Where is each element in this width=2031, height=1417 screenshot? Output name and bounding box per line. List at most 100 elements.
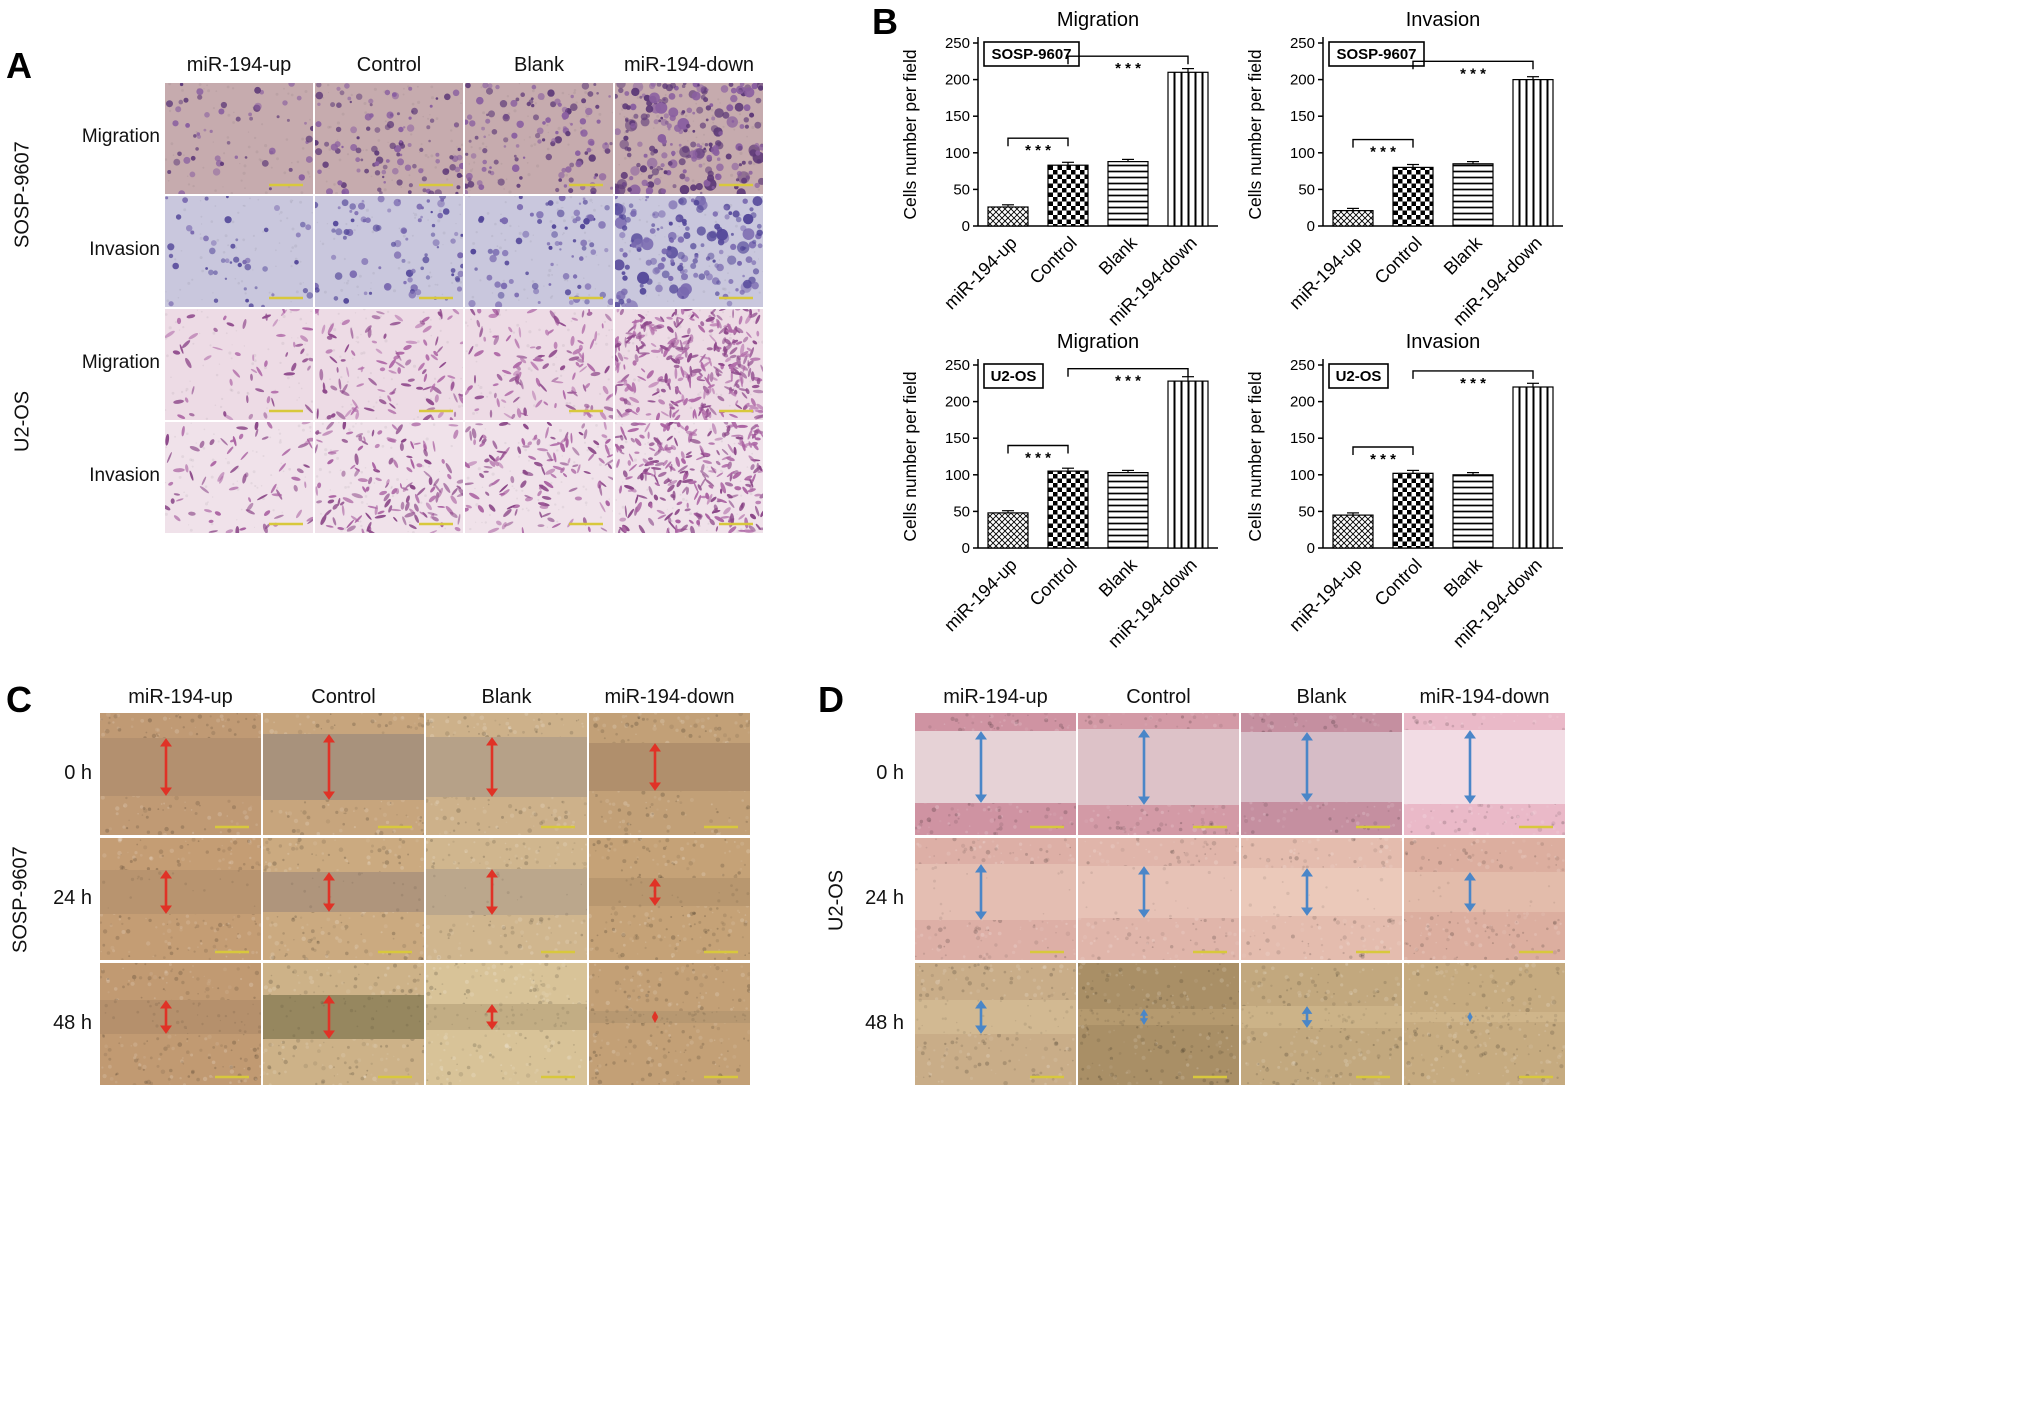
wound-scratch-band xyxy=(1241,868,1402,916)
micrograph-sosp-9607-migration-blank xyxy=(465,83,613,194)
bar-mir-194-down xyxy=(1167,71,1209,227)
bar-mir-194-up xyxy=(987,206,1029,227)
wound-scratch-band xyxy=(915,1000,1076,1034)
significance-stars: * * * xyxy=(1025,142,1051,159)
y-axis-label: Cells number per field xyxy=(1245,49,1265,219)
chart-title: Invasion xyxy=(1406,331,1481,353)
x-tick-label: Blank xyxy=(1095,232,1142,279)
bar-blank xyxy=(1452,163,1494,227)
wound-scratch-band xyxy=(915,864,1076,920)
x-tick-label: miR-194-up xyxy=(1285,233,1366,314)
y-tick-label: 50 xyxy=(1298,503,1315,520)
micrograph-image xyxy=(465,196,613,307)
cell-texture xyxy=(589,963,750,1085)
cell-texture xyxy=(915,713,1076,835)
wound-sosp-9607-48h-mir-194-down xyxy=(589,963,750,1085)
y-tick-label: 250 xyxy=(1290,35,1315,52)
wound-image xyxy=(1241,713,1402,835)
wound-gap-arrow xyxy=(651,1010,659,1024)
significance-bracket xyxy=(1007,444,1069,454)
significance-stars: * * * xyxy=(1115,373,1141,390)
wound-sosp-9607-0h-control xyxy=(263,713,424,835)
chart-svg: Invasion Cells number per field 0 50 100 150 2… xyxy=(1245,9,1563,326)
cell-texture xyxy=(426,963,587,1085)
y-axis-label: Cells number per field xyxy=(900,371,920,541)
bar-blank xyxy=(1452,474,1494,549)
y-axis-label: Cells number per field xyxy=(1245,371,1265,541)
wound-image xyxy=(1404,713,1565,835)
micrograph-image xyxy=(615,83,763,194)
bar-chart-u2-os-invasion: Invasion Cells number per field 0 50 100 150 2… xyxy=(1245,330,1575,648)
panel-c-label: C xyxy=(6,679,32,720)
wound-u2-os-48h-control xyxy=(1078,963,1239,1085)
wound-gap-arrow xyxy=(1464,872,1476,912)
y-tick-label: 50 xyxy=(953,181,970,198)
panel-a-row-label-invasion-1: Invasion xyxy=(89,239,160,260)
wound-gap-arrow xyxy=(1301,732,1313,802)
panel-a-col-header-blank: Blank xyxy=(513,54,565,76)
cell-texture xyxy=(165,309,313,420)
cell-line-box xyxy=(983,41,1080,67)
panel-d-col-header-blank: Blank xyxy=(1296,686,1347,708)
cell-texture xyxy=(100,713,261,835)
cell-texture xyxy=(465,309,613,420)
micrograph-u2-os-invasion-mir-194-down xyxy=(615,422,763,533)
wound-scratch-band xyxy=(263,872,424,912)
wound-u2-os-48h-blank xyxy=(1241,963,1402,1085)
micrograph-sosp-9607-invasion-blank xyxy=(465,196,613,307)
wound-u2-os-0h-control xyxy=(1078,713,1239,835)
chart-svg: Migration Cells number per field 0 50 100 150… xyxy=(900,331,1218,648)
cell-texture xyxy=(426,838,587,960)
wound-scratch-band xyxy=(100,1000,261,1034)
y-tick-label: 0 xyxy=(962,218,970,235)
cell-texture xyxy=(465,83,613,194)
y-tick-label: 150 xyxy=(945,108,970,125)
cell-texture xyxy=(263,838,424,960)
wound-u2-os-24h-blank xyxy=(1241,838,1402,960)
cell-texture xyxy=(263,963,424,1085)
panel-c-col-header-mir-194-down: miR-194-down xyxy=(604,686,735,708)
cell-texture xyxy=(165,422,313,533)
panel-c-time-0h: 0 h xyxy=(64,762,92,784)
wound-image xyxy=(915,713,1076,835)
y-tick-label: 150 xyxy=(1290,108,1315,125)
wound-scratch-band xyxy=(100,738,261,796)
y-tick-label: 200 xyxy=(1290,72,1315,89)
y-tick-label: 0 xyxy=(1307,218,1315,235)
bar-mir-194-up xyxy=(987,512,1029,549)
wound-sosp-9607-0h-mir-194-up xyxy=(100,713,261,835)
x-tick-label: miR-194-up xyxy=(940,555,1021,636)
wound-gap-arrow xyxy=(1467,1011,1473,1023)
significance-bracket xyxy=(1067,368,1189,377)
bar-blank xyxy=(1107,161,1149,227)
cell-line-box xyxy=(1328,41,1425,67)
wound-u2-os-0h-mir-194-up xyxy=(915,713,1076,835)
cell-texture xyxy=(615,83,763,194)
micrograph-image xyxy=(315,422,463,533)
y-tick-label: 100 xyxy=(1290,145,1315,162)
panel-d-col-header-control: Control xyxy=(1126,686,1191,708)
y-tick-label: 250 xyxy=(945,357,970,374)
wound-gap-arrow xyxy=(486,1004,498,1030)
wound-sosp-9607-24h-mir-194-down xyxy=(589,838,750,960)
wound-u2-os-48h-mir-194-down xyxy=(1404,963,1565,1085)
panel-d-cellline-u2os: U2-OS xyxy=(825,869,848,931)
panel-b-label: B xyxy=(872,1,898,42)
wound-scratch-band xyxy=(263,734,424,800)
panel-c-wound-grid xyxy=(100,713,750,1085)
significance-stars: * * * xyxy=(1460,375,1486,392)
wound-image xyxy=(1078,713,1239,835)
wound-image xyxy=(263,713,424,835)
micrograph-sosp-9607-invasion-mir-194-down xyxy=(615,196,763,307)
y-tick-label: 150 xyxy=(1290,430,1315,447)
y-tick-label: 200 xyxy=(1290,394,1315,411)
cell-texture xyxy=(263,713,424,835)
wound-gap-arrow xyxy=(649,743,661,791)
cell-texture xyxy=(1078,838,1239,960)
chart-svg: Migration Cells number per field 0 50 100 150… xyxy=(900,9,1218,326)
wound-image xyxy=(263,963,424,1085)
micrograph-image xyxy=(465,309,613,420)
cell-texture xyxy=(915,963,1076,1085)
micrograph-sosp-9607-migration-mir-194-up xyxy=(165,83,313,194)
panel-a-micrograph-grid xyxy=(165,83,763,533)
